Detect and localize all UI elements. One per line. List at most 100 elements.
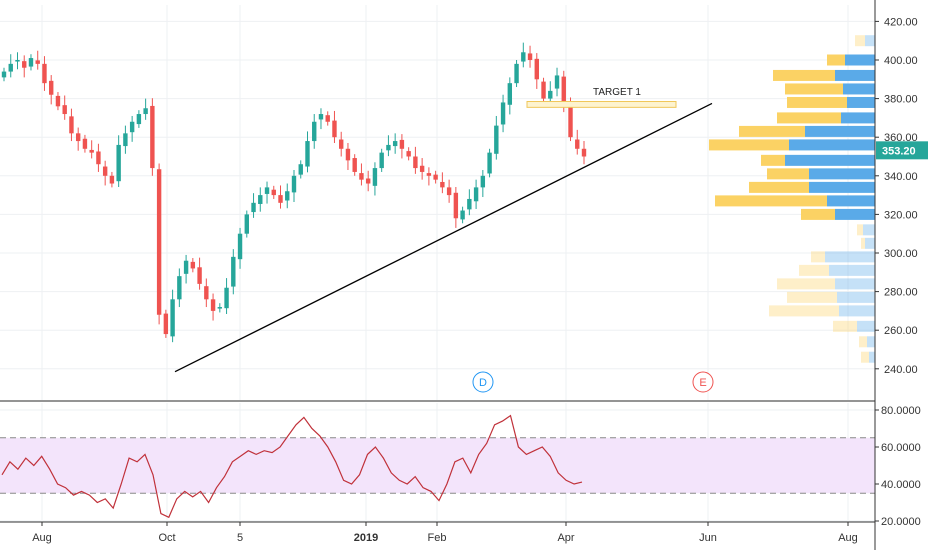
candle-body bbox=[217, 307, 223, 309]
target-label: TARGET 1 bbox=[593, 87, 641, 98]
volume-profile-up-bar bbox=[835, 278, 875, 290]
candle-body bbox=[453, 192, 459, 219]
volume-profile-up-bar bbox=[863, 224, 875, 236]
candles bbox=[1, 42, 587, 343]
last-price-badge bbox=[876, 141, 928, 160]
candle-body bbox=[413, 156, 418, 169]
volume-profile-down-bar bbox=[761, 154, 785, 166]
volume-profile-down-bar bbox=[833, 320, 857, 332]
volume-profile-up-bar bbox=[785, 154, 875, 166]
candle-body bbox=[446, 187, 452, 196]
candle-body bbox=[49, 80, 54, 95]
volume-profile-down-bar bbox=[715, 195, 827, 207]
candle-body bbox=[190, 261, 196, 269]
drawings[interactable]: TARGET 1 D E bbox=[174, 87, 714, 393]
candle-body bbox=[318, 114, 324, 120]
volume-profile-down-bar bbox=[827, 54, 845, 66]
candle-body bbox=[123, 133, 128, 147]
candle-body bbox=[28, 58, 34, 67]
candle-body bbox=[359, 173, 364, 180]
candle-body bbox=[244, 214, 249, 234]
candle-body bbox=[332, 120, 337, 138]
event-marker[interactable] bbox=[692, 371, 714, 393]
volume-profile-down-bar bbox=[855, 35, 865, 47]
candle-body bbox=[109, 175, 115, 184]
volume-profile-up-bar bbox=[827, 195, 875, 207]
candle-body bbox=[440, 181, 445, 188]
price-tick-label: 380.00 bbox=[884, 94, 918, 106]
time-tick-label: Jun bbox=[699, 532, 717, 544]
candle-body bbox=[271, 189, 276, 196]
candle-body bbox=[55, 95, 61, 107]
candle-body bbox=[129, 121, 135, 133]
candle-body bbox=[251, 202, 256, 213]
rsi-tick-label: 40.0000 bbox=[881, 479, 921, 491]
candle-body bbox=[224, 287, 229, 309]
time-tick-label: Oct bbox=[158, 532, 175, 544]
rsi-tick-label: 60.0000 bbox=[881, 442, 921, 454]
candle-body bbox=[507, 83, 513, 105]
candle-body bbox=[433, 174, 438, 180]
candle-body bbox=[514, 63, 519, 84]
volume-profile-down-bar bbox=[799, 264, 829, 276]
price-tick-label: 300.00 bbox=[884, 248, 918, 260]
candle-body bbox=[352, 158, 357, 172]
event-marker[interactable] bbox=[472, 371, 494, 393]
volume-profile-up-bar bbox=[835, 69, 875, 81]
candle-body bbox=[258, 195, 263, 204]
rsi-pane bbox=[0, 400, 875, 519]
time-tick-label: Aug bbox=[32, 532, 52, 544]
candle-body bbox=[480, 175, 486, 188]
candle-body bbox=[365, 178, 371, 184]
candle-body bbox=[136, 114, 142, 125]
candle-body bbox=[170, 299, 175, 337]
candle-body bbox=[541, 81, 546, 99]
candle-body bbox=[42, 63, 47, 84]
volume-profile-up-bar bbox=[809, 181, 875, 193]
price-tick-label: 320.00 bbox=[884, 209, 918, 221]
candle-body bbox=[264, 187, 270, 194]
candle-body bbox=[339, 139, 344, 149]
volume-profile-down-bar bbox=[739, 125, 805, 137]
trendline[interactable] bbox=[174, 102, 713, 373]
candle-body bbox=[426, 173, 432, 176]
volume-profile bbox=[709, 35, 875, 363]
rsi-line bbox=[1, 414, 583, 519]
candle-body bbox=[345, 148, 351, 161]
volume-profile-up-bar bbox=[847, 96, 875, 108]
candle-body bbox=[581, 148, 587, 157]
time-tick-label: Feb bbox=[428, 532, 447, 544]
candle-body bbox=[460, 210, 465, 220]
volume-profile-down-bar bbox=[767, 168, 809, 180]
time-tick-label: 2019 bbox=[354, 532, 378, 544]
volume-profile-down-bar bbox=[785, 83, 843, 95]
volume-profile-up-bar bbox=[867, 336, 875, 348]
candle-body bbox=[561, 76, 566, 103]
volume-profile-up-bar bbox=[835, 208, 875, 220]
volume-profile-down-bar bbox=[859, 336, 867, 348]
volume-profile-up-bar bbox=[865, 35, 875, 47]
event-marker-label: D bbox=[479, 377, 487, 389]
candle-body bbox=[210, 299, 216, 311]
price-tick-label: 360.00 bbox=[884, 132, 918, 144]
volume-profile-down-bar bbox=[777, 112, 841, 124]
candle-body bbox=[22, 61, 27, 68]
target-zone[interactable] bbox=[526, 100, 677, 108]
candle-body bbox=[473, 187, 479, 202]
candle-body bbox=[521, 52, 526, 62]
candle-body bbox=[291, 175, 297, 193]
candle-body bbox=[392, 141, 398, 147]
time-tick-label: Aug bbox=[838, 532, 858, 544]
candle-body bbox=[325, 115, 330, 122]
price-tick-label: 260.00 bbox=[884, 325, 918, 337]
candle-body bbox=[487, 152, 492, 174]
volume-profile-down-bar bbox=[773, 69, 835, 81]
volume-profile-down-bar bbox=[861, 237, 865, 249]
price-tick-label: 400.00 bbox=[884, 55, 918, 67]
candle-body bbox=[62, 105, 67, 115]
rsi-tick-label: 80.0000 bbox=[881, 405, 921, 417]
candle-body bbox=[285, 191, 290, 201]
